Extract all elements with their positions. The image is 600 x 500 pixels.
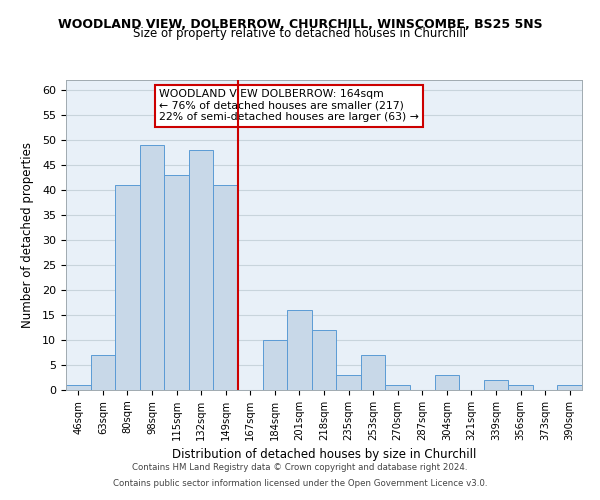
Bar: [287, 310, 312, 390]
Bar: [214, 185, 238, 390]
Text: WOODLAND VIEW, DOLBERROW, CHURCHILL, WINSCOMBE, BS25 5NS: WOODLAND VIEW, DOLBERROW, CHURCHILL, WIN…: [58, 18, 542, 30]
Bar: [557, 385, 582, 390]
Text: Size of property relative to detached houses in Churchill: Size of property relative to detached ho…: [133, 28, 467, 40]
Text: Contains HM Land Registry data © Crown copyright and database right 2024.: Contains HM Land Registry data © Crown c…: [132, 464, 468, 472]
Text: Contains public sector information licensed under the Open Government Licence v3: Contains public sector information licen…: [113, 478, 487, 488]
Bar: [263, 340, 287, 390]
Bar: [336, 375, 361, 390]
Bar: [140, 145, 164, 390]
Bar: [484, 380, 508, 390]
Bar: [508, 385, 533, 390]
Bar: [312, 330, 336, 390]
X-axis label: Distribution of detached houses by size in Churchill: Distribution of detached houses by size …: [172, 448, 476, 462]
Bar: [66, 385, 91, 390]
Bar: [115, 185, 140, 390]
Bar: [434, 375, 459, 390]
Y-axis label: Number of detached properties: Number of detached properties: [21, 142, 34, 328]
Bar: [189, 150, 214, 390]
Bar: [164, 175, 189, 390]
Bar: [385, 385, 410, 390]
Bar: [91, 355, 115, 390]
Bar: [361, 355, 385, 390]
Text: WOODLAND VIEW DOLBERROW: 164sqm
← 76% of detached houses are smaller (217)
22% o: WOODLAND VIEW DOLBERROW: 164sqm ← 76% of…: [159, 90, 419, 122]
